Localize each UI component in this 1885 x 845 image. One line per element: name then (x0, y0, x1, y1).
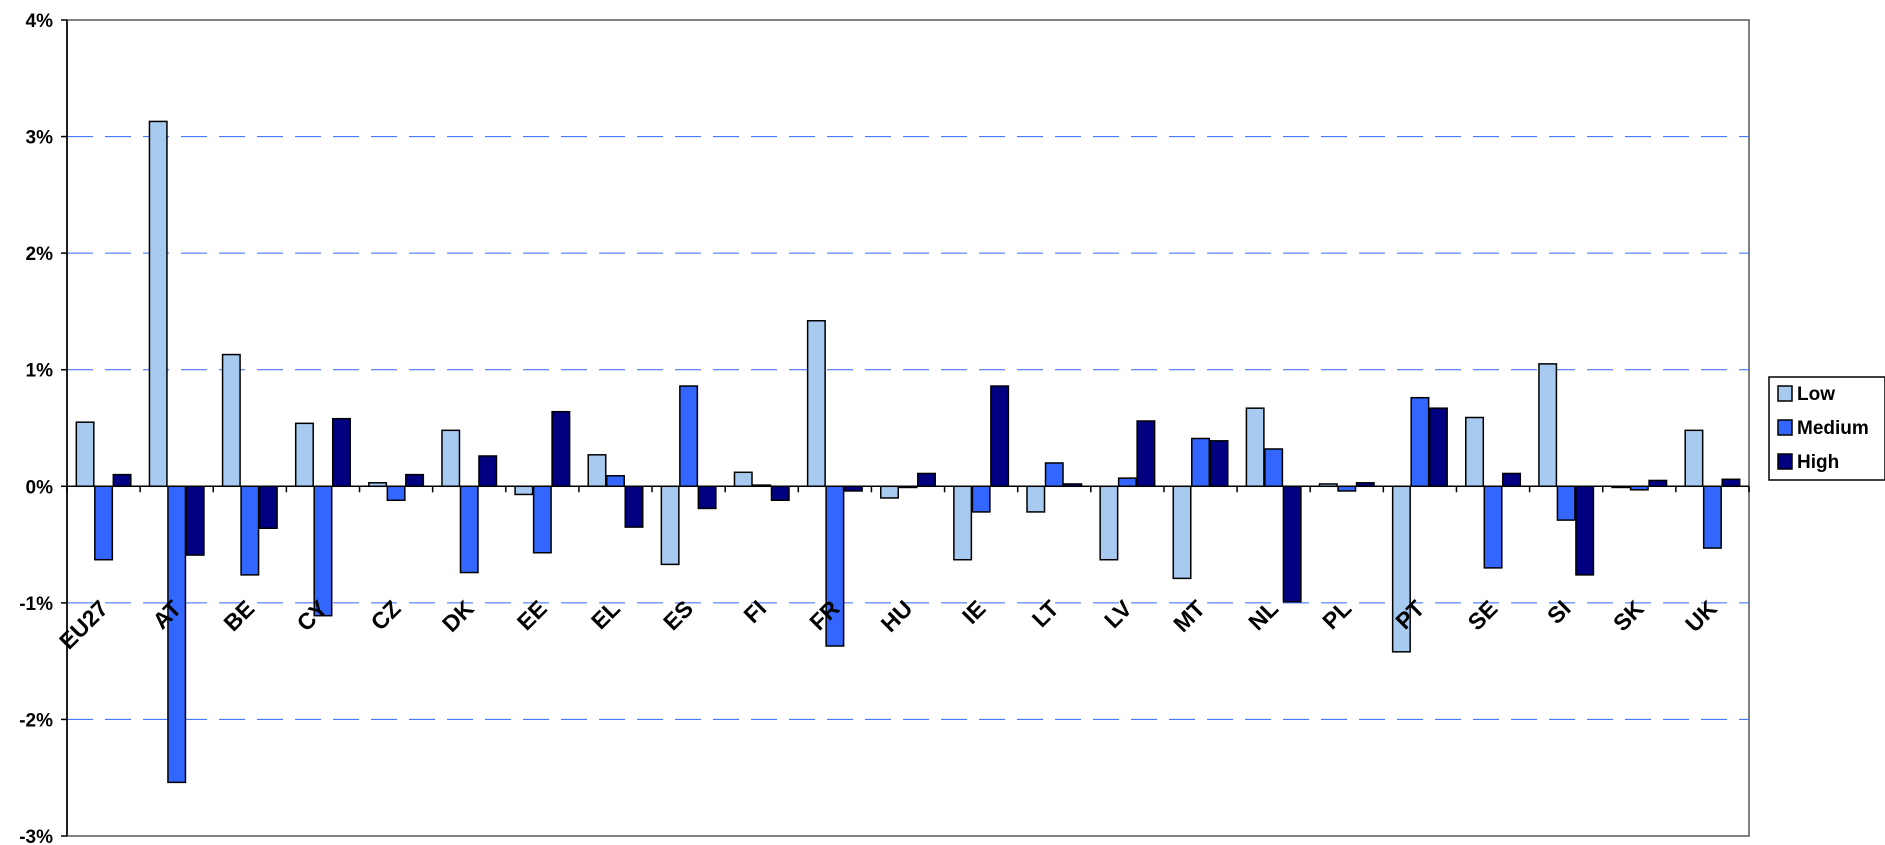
y-tick-label: -1% (19, 594, 53, 615)
bar-medium-el (605, 475, 625, 488)
bar-low-es (660, 485, 680, 566)
y-tick-label: -2% (19, 710, 53, 731)
bar-medium-cy (313, 485, 333, 617)
bar-medium-cz (386, 485, 406, 502)
bar-high-si (1575, 485, 1595, 576)
y-tick-label: 3% (26, 128, 54, 149)
legend-swatch-high (1777, 453, 1793, 470)
bar-high-hu (917, 472, 936, 488)
bar-high-eu27 (112, 473, 132, 488)
y-tick-label: -3% (19, 827, 53, 845)
bar-high-at (185, 485, 205, 556)
bar-high-lv (1136, 420, 1156, 488)
bar-low-dk (441, 429, 461, 488)
bar-low-ee (514, 485, 534, 496)
bar-low-nl (1245, 407, 1265, 488)
bar-high-es (697, 485, 717, 510)
gridlines (67, 136, 1749, 720)
bar-medium-es (679, 385, 699, 488)
y-axis: 4% 3% 2% 1% 0% -1% -2% -3% (19, 11, 68, 845)
legend-label-low: Low (1797, 384, 1835, 405)
y-tick-label: 4% (26, 11, 54, 32)
bar-high-be (258, 485, 278, 530)
bar-high-pt (1428, 407, 1448, 488)
bar-high-cy (331, 417, 351, 488)
bar-low-ie (953, 485, 973, 561)
bar-low-cy (294, 422, 314, 488)
y-tick-label: 1% (26, 361, 54, 382)
bar-medium-pt (1410, 396, 1430, 488)
bar-low-fr (806, 320, 826, 488)
bar-medium-dk (459, 485, 479, 574)
bar-low-lt (1026, 485, 1046, 513)
bar-medium-se (1483, 485, 1503, 569)
bar-low-se (1465, 416, 1485, 488)
bar-high-ee (551, 410, 571, 488)
bar-medium-mt (1191, 437, 1211, 488)
legend-label-medium: Medium (1797, 418, 1869, 439)
bar-low-at (148, 120, 168, 488)
bar-medium-ie (971, 485, 991, 513)
bar-low-lv (1099, 485, 1119, 561)
bar-high-sk (1648, 479, 1668, 488)
bar-high-dk (478, 455, 498, 488)
bar-high-fi (770, 485, 790, 502)
bar-low-el (587, 454, 607, 488)
bar-medium-lv (1117, 477, 1137, 488)
bar-medium-uk (1702, 485, 1722, 549)
bar-medium-be (240, 485, 260, 576)
bar-low-hu (880, 485, 899, 499)
bar-low-be (221, 353, 241, 488)
legend: Low Medium High (1768, 376, 1885, 481)
legend-swatch-medium (1777, 419, 1793, 436)
bar-low-eu27 (75, 421, 95, 488)
bar-high-uk (1721, 478, 1741, 488)
bar-medium-at (167, 485, 187, 784)
bar-high-mt (1209, 440, 1229, 488)
bar-high-el (624, 485, 644, 528)
bar-high-se (1502, 472, 1522, 488)
bar-high-ie (990, 385, 1010, 488)
bar-medium-si (1556, 485, 1576, 521)
bar-medium-eu27 (94, 485, 114, 561)
bar-low-si (1538, 363, 1558, 488)
bar-high-nl (1282, 485, 1302, 603)
y-tick-label: 0% (26, 477, 54, 498)
bars (75, 120, 1741, 784)
bar-low-uk (1684, 429, 1704, 488)
x-axis (66, 485, 1750, 493)
legend-label-high: High (1797, 452, 1839, 473)
bar-low-fi (733, 471, 753, 488)
bar-medium-ee (532, 485, 552, 554)
bar-medium-lt (1044, 462, 1064, 488)
legend-swatch-low (1777, 385, 1793, 402)
y-tick-label: 2% (26, 244, 54, 265)
plot-area (66, 19, 1750, 837)
bar-low-mt (1172, 485, 1192, 580)
bar-medium-nl (1264, 448, 1284, 488)
bar-high-cz (405, 473, 425, 488)
